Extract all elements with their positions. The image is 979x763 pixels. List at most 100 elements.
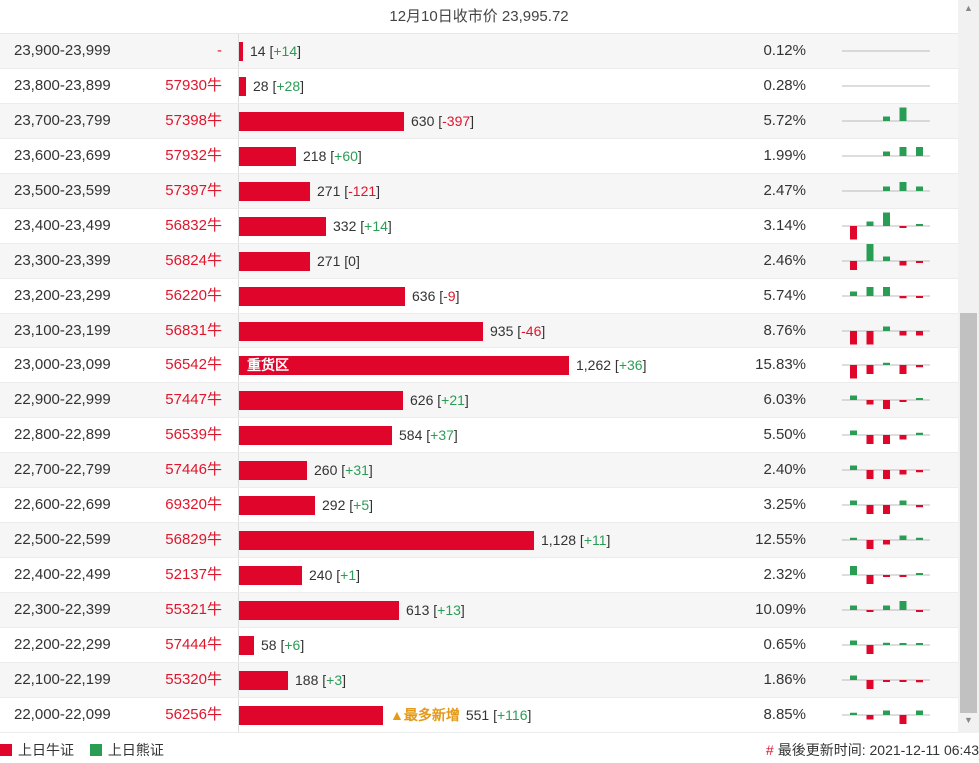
cbbc-code-link[interactable]: 56542牛 <box>165 356 222 374</box>
sparkline-bar <box>916 505 923 508</box>
price-range: 23,100-23,199 <box>14 321 111 339</box>
bar-axis-line <box>238 34 239 68</box>
bar-change: -9 <box>443 287 456 304</box>
trend-sparkline <box>842 212 930 240</box>
percentage: 8.85% <box>763 705 806 723</box>
sparkline-bar <box>899 330 907 335</box>
price-range: 22,900-22,999 <box>14 391 111 409</box>
bar-value-label: 636 [-9] <box>412 287 460 304</box>
bar-cell: 218 [+60] <box>238 139 758 173</box>
cbbc-code-link[interactable]: 56829牛 <box>165 531 222 549</box>
cbbc-code-link[interactable]: 56831牛 <box>165 321 222 339</box>
cbbc-code-link[interactable]: 57397牛 <box>165 181 222 199</box>
sparkline-bar <box>899 470 907 475</box>
table-row: 22,800-22,899 56539牛 584 [+37] 5.50% <box>0 418 958 454</box>
bar-change: -46 <box>521 322 542 339</box>
trend-sparkline <box>842 107 930 122</box>
bar-axis-line <box>238 453 239 488</box>
bar-axis-line <box>238 243 239 278</box>
bar-change: +31 <box>345 462 369 479</box>
bar-value: 935 <box>490 322 514 339</box>
percentage: 0.12% <box>763 42 806 59</box>
table-row: 23,900-23,999 - 14 [+14] 0.12% <box>0 34 958 69</box>
bar-axis-line <box>238 418 239 453</box>
bar-change: +3 <box>326 671 343 688</box>
cbbc-code-link[interactable]: 55320牛 <box>165 670 222 688</box>
price-range: 23,700-23,799 <box>14 111 111 129</box>
close-price-title: 12月10日收市价 23,995.72 <box>389 8 569 25</box>
bar-cell: 271 [-121] <box>238 174 758 208</box>
last-updated-text: 最後更新时间: 2021-12-11 06:43 <box>777 742 979 758</box>
cbbc-code-link[interactable]: 57444牛 <box>165 635 222 653</box>
bull-volume-bar <box>239 426 392 446</box>
sparkline-bar <box>899 400 907 403</box>
bar-value-label: 58 [+6] <box>261 636 305 653</box>
scroll-thumb[interactable] <box>960 313 977 713</box>
trend-sparkline <box>842 465 930 480</box>
sparkline-bar <box>866 575 874 585</box>
cbbc-code-link[interactable]: 69320牛 <box>165 496 222 514</box>
sparkline-bar <box>866 400 874 405</box>
cbbc-code-link[interactable]: 56256牛 <box>165 705 222 723</box>
cbbc-distribution-panel: 12月10日收市价 23,995.72 23,900-23,999 - 14 [+1… <box>0 8 958 733</box>
scroll-down-arrow-icon[interactable]: ▼ <box>964 715 973 725</box>
legend-bear-label: 上日熊证 <box>107 742 164 758</box>
bar-cell: 636 [-9] <box>238 279 758 313</box>
sparkline-bar <box>866 505 874 515</box>
percentage: 10.09% <box>755 601 806 618</box>
sparkline-bar <box>883 679 890 682</box>
trend-sparkline <box>842 85 930 87</box>
price-range: 23,900-23,999 <box>14 42 111 59</box>
bar-cell: 584 [+37] <box>238 418 758 452</box>
bar-change: -397 <box>442 112 471 129</box>
bar-value-label: 1,128 [+11] <box>541 532 611 549</box>
price-range: 22,700-22,799 <box>14 461 111 479</box>
vertical-scrollbar[interactable]: ▲ ▼ <box>958 0 979 733</box>
percentage: 2.47% <box>763 181 806 199</box>
table-row: 22,900-22,999 57447牛 626 [+21] 6.03% <box>0 383 958 419</box>
sparkline-bar <box>883 435 890 445</box>
sparkline-bar <box>883 151 890 156</box>
bar-value-label: 630 [-397] <box>411 112 475 129</box>
cbbc-code-link[interactable]: 55321牛 <box>165 601 222 618</box>
sparkline-bar <box>899 181 907 191</box>
sparkline-bar <box>850 330 857 344</box>
sparkline-bar <box>850 291 857 296</box>
trend-sparkline <box>842 243 930 270</box>
bar-cell: 260 [+31] <box>238 453 758 487</box>
cbbc-code-link[interactable]: 57932牛 <box>165 146 222 164</box>
trend-sparkline <box>842 601 930 612</box>
bar-axis-line <box>238 278 239 313</box>
sparkline-bar <box>866 679 874 689</box>
cbbc-code-link[interactable]: 57447牛 <box>165 391 222 409</box>
cbbc-code-link[interactable]: 56539牛 <box>165 426 222 444</box>
sparkline-bar <box>899 365 907 375</box>
percentage: 3.14% <box>763 216 806 234</box>
bar-value-label: 1,262 [+36] <box>576 357 647 374</box>
bull-volume-bar: 重货区 <box>239 356 569 376</box>
cbbc-code-link[interactable]: 56832牛 <box>165 216 222 234</box>
sparkline-bar <box>850 537 857 541</box>
sparkline-bar <box>916 433 923 436</box>
cbbc-code-link[interactable]: 57398牛 <box>165 111 222 129</box>
price-range: 22,800-22,899 <box>14 426 111 444</box>
cbbc-code-link[interactable]: 52137牛 <box>165 566 222 584</box>
bull-volume-bar <box>239 286 405 306</box>
scroll-up-arrow-icon[interactable]: ▲ <box>964 3 973 13</box>
percentage: 8.76% <box>763 321 806 339</box>
cbbc-code-link[interactable]: 56220牛 <box>165 286 222 304</box>
percentage: 15.83% <box>755 356 806 374</box>
cbbc-code-link[interactable]: 57446牛 <box>165 461 222 479</box>
sparkline-bar <box>883 186 890 191</box>
cbbc-code-link[interactable]: 56824牛 <box>165 251 222 269</box>
sparkline-bar <box>883 575 890 578</box>
bar-change: +28 <box>276 77 301 94</box>
bar-value-label: 935 [-46] <box>490 322 546 339</box>
bar-axis-line <box>238 348 239 383</box>
sparkline-bar <box>866 243 874 261</box>
percentage: 1.99% <box>763 146 806 164</box>
bar-value-label: 292 [+5] <box>322 497 373 514</box>
bull-swatch-icon <box>0 744 12 756</box>
cbbc-code-link[interactable]: 57930牛 <box>165 76 222 94</box>
sparkline-bar <box>850 365 857 379</box>
